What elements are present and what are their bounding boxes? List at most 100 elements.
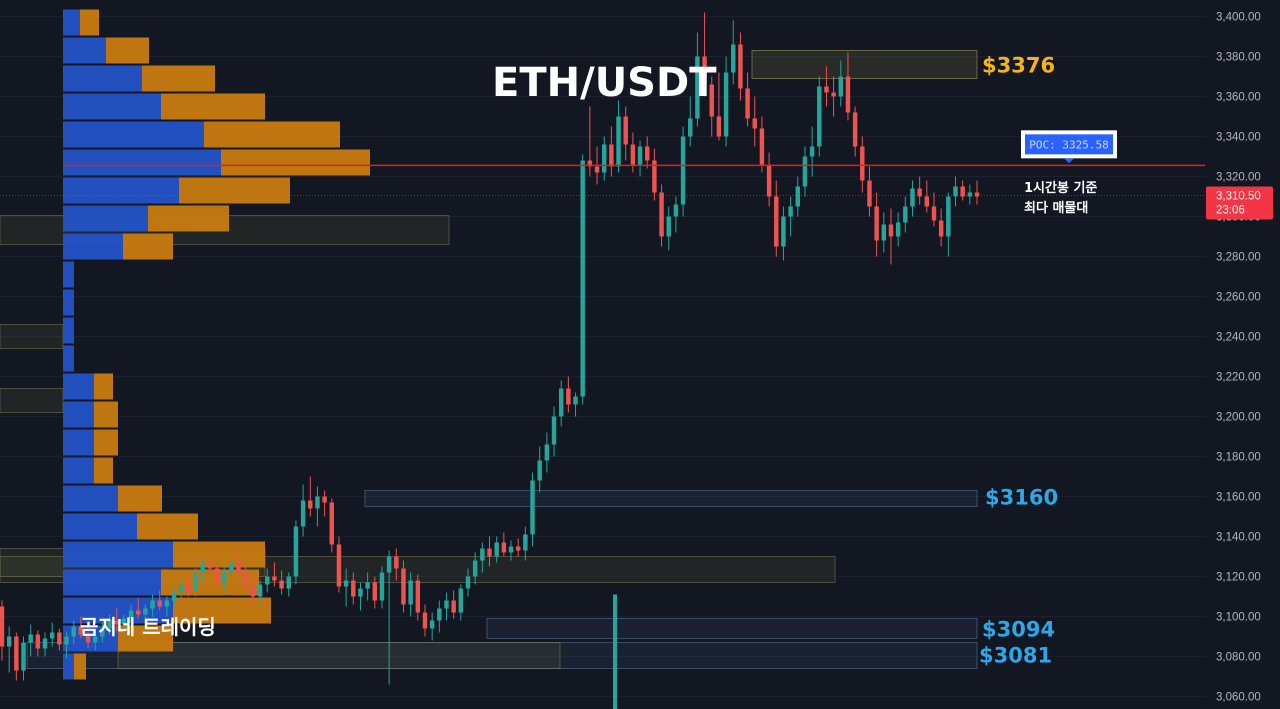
candle-body-67 <box>480 548 485 561</box>
candle-body-71 <box>508 546 514 553</box>
candle-body-92 <box>659 192 664 237</box>
candle-body-45 <box>322 496 327 503</box>
candle-body-101 <box>723 72 729 137</box>
candle-body-50 <box>358 588 363 597</box>
y-tick-label: 3,180.00 <box>1216 452 1261 464</box>
y-axis[interactable]: 3,060.00 3,080.00 3,100.00 3,120.00 3,140.00… <box>1206 12 1273 704</box>
candle-body-55 <box>394 556 399 569</box>
y-tick-label: 3,080.00 <box>1216 652 1261 664</box>
volume-spike <box>613 594 617 709</box>
y-tick-label: 3,400.00 <box>1216 12 1261 24</box>
candle-body-93 <box>666 216 671 237</box>
level-zone-2 <box>486 618 978 639</box>
candle-body-3 <box>21 642 26 671</box>
last-price-value: 3,310.50 <box>1216 191 1261 203</box>
candle-body-58 <box>415 580 421 613</box>
candle-body-79 <box>566 388 571 405</box>
candle-body-119 <box>852 112 858 147</box>
candle-body-89 <box>637 146 643 165</box>
candle-body-120 <box>860 146 865 181</box>
vp-buy-18 <box>63 513 137 540</box>
candle-body-19 <box>135 610 141 615</box>
y-tick-label: 3,380.00 <box>1216 52 1261 64</box>
candle-body-74 <box>530 480 535 535</box>
vp-buy-2 <box>63 65 142 92</box>
candle-body-129 <box>924 196 930 207</box>
candle-body-48 <box>343 580 349 587</box>
candle-body-107 <box>766 164 772 197</box>
y-tick-label: 3,060.00 <box>1216 692 1261 704</box>
candle-body-66 <box>472 560 478 577</box>
candle-body-35 <box>250 586 256 597</box>
candle-body-51 <box>365 582 370 589</box>
candle-body-15 <box>107 620 112 629</box>
y-tick-label: 3,340.00 <box>1216 132 1261 144</box>
candle-body-76 <box>544 444 550 461</box>
y-tick-label: 3,200.00 <box>1216 412 1261 424</box>
candle-body-72 <box>515 546 521 551</box>
candle-body-0 <box>0 606 5 647</box>
vp-buy-0 <box>63 9 80 36</box>
candles <box>0 12 980 709</box>
candle-body-136 <box>974 192 980 197</box>
candle-body-38 <box>272 576 277 581</box>
candle-body-42 <box>300 500 306 527</box>
candle-body-2 <box>14 636 19 671</box>
candle-body-75 <box>537 460 542 481</box>
candle-body-24 <box>171 592 177 601</box>
vp-buy-8 <box>63 233 123 260</box>
poc-label-bg <box>1025 134 1113 155</box>
level-label-1: $3160 <box>985 486 1058 510</box>
candle-body-112 <box>802 156 808 187</box>
candle-body-5 <box>35 634 41 649</box>
candle-body-127 <box>910 188 915 207</box>
profile-zone-4 <box>117 642 561 669</box>
candle-body-26 <box>186 584 191 591</box>
candle-body-60 <box>429 620 435 629</box>
level-zone-3 <box>26 642 978 669</box>
candle-body-94 <box>673 204 679 217</box>
candle-body-36 <box>257 584 263 597</box>
candle-body-54 <box>386 556 392 573</box>
y-tick-label: 3,220.00 <box>1216 372 1261 384</box>
candle-body-81 <box>580 160 585 397</box>
y-tick-label: 3,320.00 <box>1216 172 1261 184</box>
candle-body-18 <box>128 610 134 619</box>
candle-body-111 <box>795 186 800 207</box>
candle-body-52 <box>372 582 378 601</box>
candle-body-11 <box>78 626 84 635</box>
candle-body-84 <box>601 144 607 173</box>
candle-body-34 <box>243 572 248 587</box>
candle-body-44 <box>315 496 320 509</box>
candle-body-90 <box>644 146 650 161</box>
candle-body-30 <box>214 568 220 583</box>
candle-body-65 <box>465 576 471 589</box>
candle-body-4 <box>28 634 33 643</box>
candle-body-23 <box>164 600 170 607</box>
candle-body-109 <box>781 216 786 247</box>
vp-buy-7 <box>63 205 148 232</box>
candle-body-113 <box>809 146 815 157</box>
candle-body-20 <box>143 608 148 615</box>
vp-sell-3 <box>161 93 265 120</box>
level-label-3: $3081 <box>979 644 1052 668</box>
candle-body-133 <box>953 186 958 197</box>
candle-body-82 <box>587 160 593 167</box>
vp-buy-1 <box>63 37 106 64</box>
vp-buy-10 <box>63 289 74 316</box>
candle-body-12 <box>85 634 91 643</box>
grid <box>0 16 1205 697</box>
candle-body-33 <box>236 562 241 573</box>
vp-buy-4 <box>63 121 204 148</box>
vp-buy-17 <box>63 485 118 512</box>
y-tick-label: 3,360.00 <box>1216 92 1261 104</box>
candle-body-9 <box>64 636 69 645</box>
candle-body-31 <box>222 572 227 583</box>
chart-title: ETH/USDT <box>492 60 717 106</box>
vp-buy-3 <box>63 93 161 120</box>
candle-body-86 <box>616 116 621 167</box>
candle-body-96 <box>688 118 693 137</box>
vp-buy-15 <box>63 429 94 456</box>
vp-buy-11 <box>63 317 74 344</box>
